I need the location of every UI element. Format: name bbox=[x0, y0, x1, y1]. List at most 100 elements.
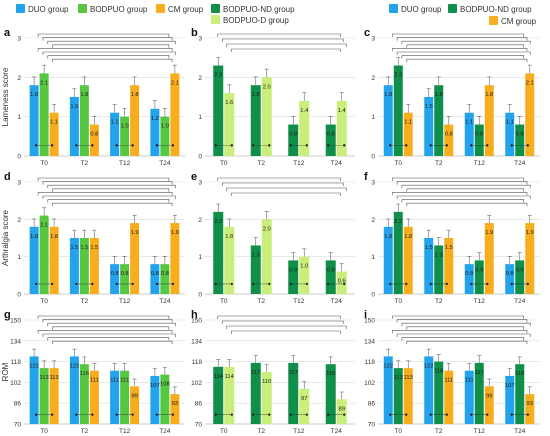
comparison-dot bbox=[343, 144, 346, 147]
x-tick-label: T0 bbox=[220, 428, 228, 435]
comparison-dot bbox=[526, 413, 529, 416]
comparison-dot bbox=[91, 413, 94, 416]
data-label: 122 bbox=[424, 363, 434, 369]
significance-bracket bbox=[52, 44, 170, 48]
y-tick-label: 0 bbox=[198, 154, 202, 161]
y-tick-label: 2 bbox=[17, 75, 21, 82]
significance-bracket bbox=[47, 322, 176, 327]
data-label: 116 bbox=[80, 371, 89, 377]
y-tick-label: 3 bbox=[371, 180, 375, 187]
significance-bracket bbox=[42, 319, 173, 323]
comparison-dot bbox=[214, 413, 217, 416]
significance-bracket bbox=[52, 202, 173, 207]
y-tick-label: 0 bbox=[371, 292, 375, 299]
data-label: 1.1 bbox=[111, 120, 119, 126]
significance-bracket bbox=[391, 177, 525, 181]
data-label: 93 bbox=[527, 401, 533, 407]
bar bbox=[299, 100, 310, 156]
data-label: 113 bbox=[50, 375, 59, 381]
significance-bracket bbox=[47, 199, 170, 203]
data-label: 0.9 bbox=[516, 267, 524, 273]
data-label: 1.1 bbox=[506, 120, 514, 126]
comparison-dot bbox=[327, 144, 330, 147]
x-tick-label: T0 bbox=[220, 160, 228, 167]
data-label: 99 bbox=[131, 393, 137, 399]
data-label: 1.8 bbox=[252, 92, 260, 98]
bar bbox=[505, 264, 515, 294]
significance-bracket bbox=[396, 181, 528, 185]
y-tick-label: 102 bbox=[10, 380, 21, 387]
data-label: 1.3 bbox=[435, 252, 443, 258]
significance-bracket bbox=[42, 51, 176, 55]
x-tick-label: T24 bbox=[331, 160, 343, 167]
data-label: 1.5 bbox=[70, 104, 78, 110]
bar bbox=[69, 238, 79, 294]
bar bbox=[515, 260, 525, 294]
y-tick-label: 102 bbox=[364, 380, 375, 387]
x-tick-label: T12 bbox=[474, 428, 486, 435]
bar bbox=[525, 73, 535, 156]
comparison-dot bbox=[131, 413, 134, 416]
bar bbox=[89, 238, 99, 294]
significance-bracket bbox=[406, 58, 528, 63]
data-label: 111 bbox=[110, 378, 119, 384]
bar bbox=[325, 260, 336, 294]
significance-bracket bbox=[401, 199, 525, 203]
significance-bracket bbox=[221, 38, 344, 42]
bar bbox=[79, 364, 89, 424]
data-label: 1.8 bbox=[50, 234, 58, 240]
legend-swatch bbox=[448, 4, 457, 13]
x-tick-label: T2 bbox=[257, 428, 265, 435]
data-label: 122 bbox=[383, 363, 393, 369]
panel-b: b 0 1 2 3 T0 2.3 1.6 T2 1.82.0 T12 0.8 1.4 T24 0.8 1.4 bbox=[191, 27, 355, 167]
data-label: 114 bbox=[225, 374, 235, 380]
data-label: 1.8 bbox=[30, 234, 38, 240]
bar bbox=[424, 238, 434, 294]
data-label: 110 bbox=[262, 379, 271, 385]
data-label: 2.1 bbox=[40, 223, 48, 229]
bar bbox=[299, 256, 310, 294]
significance-bracket bbox=[42, 181, 173, 185]
significance-bracket bbox=[230, 330, 341, 334]
comparison-dot bbox=[50, 282, 54, 286]
comparison-dot bbox=[305, 413, 308, 416]
y-tick-label: 3 bbox=[198, 180, 202, 187]
comparison-dot bbox=[510, 144, 513, 147]
bar bbox=[325, 364, 336, 424]
bar bbox=[250, 245, 261, 294]
comparison-dot bbox=[34, 282, 38, 286]
bar bbox=[29, 226, 39, 294]
significance-bracket bbox=[406, 202, 528, 207]
x-tick-label: T12 bbox=[119, 428, 131, 435]
significance-bracket bbox=[401, 184, 531, 189]
data-label: 1.0 bbox=[161, 124, 169, 130]
comparison-dot bbox=[289, 282, 292, 286]
comparison-dot bbox=[510, 282, 513, 286]
data-label: 0.8 bbox=[516, 132, 524, 138]
x-tick-label: T0 bbox=[40, 428, 48, 435]
comparison-dot bbox=[131, 282, 134, 286]
significance-bracket bbox=[37, 330, 173, 334]
data-label: 108 bbox=[160, 382, 170, 388]
bar bbox=[130, 386, 140, 424]
data-label: 2.2 bbox=[214, 219, 222, 225]
comparison-dot bbox=[252, 144, 255, 147]
bar bbox=[505, 375, 515, 424]
bar bbox=[505, 112, 515, 156]
comparison-dot bbox=[389, 282, 392, 286]
data-label: 107 bbox=[150, 383, 160, 389]
y-tick-label: 2 bbox=[371, 75, 375, 82]
panel-letter: c bbox=[364, 27, 370, 39]
bar bbox=[89, 370, 99, 424]
comparison-dot bbox=[171, 144, 175, 147]
data-label: 117 bbox=[289, 370, 298, 376]
legend-item: BODPUO-ND group bbox=[211, 4, 295, 14]
bar bbox=[515, 124, 525, 156]
data-label: 111 bbox=[465, 378, 474, 384]
significance-bracket bbox=[221, 320, 344, 324]
comparison-dot bbox=[50, 413, 54, 416]
significance-bracket bbox=[391, 192, 528, 196]
data-label: 1.2 bbox=[151, 116, 159, 122]
